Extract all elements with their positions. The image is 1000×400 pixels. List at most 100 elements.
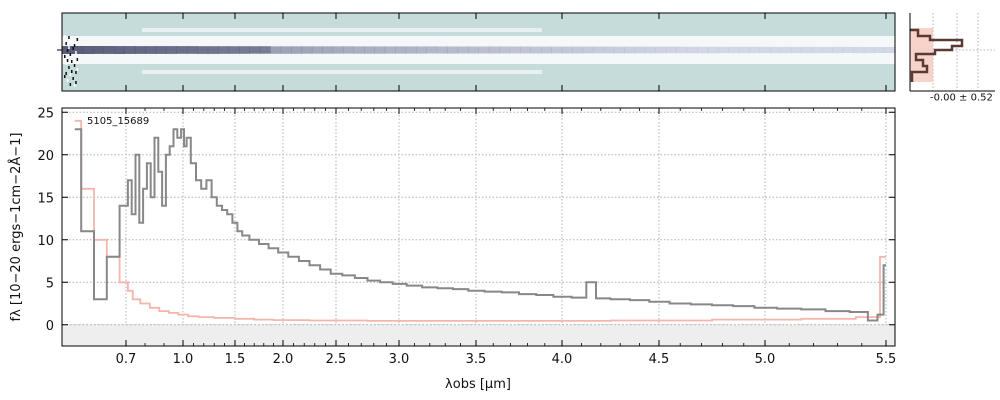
noise-pixel <box>68 46 70 49</box>
x-tick-label: 5.0 <box>755 352 776 367</box>
noise-pixel <box>71 70 73 73</box>
noise-pixel <box>65 42 67 45</box>
noise-pixel <box>65 62 67 65</box>
trace-column <box>353 46 365 54</box>
trace-column <box>551 46 563 54</box>
trace-column <box>103 46 115 54</box>
trace-column <box>863 47 875 54</box>
trace-column <box>655 46 667 54</box>
plot-area <box>62 108 895 346</box>
x-tick-label: 3.0 <box>389 352 410 367</box>
trace-column <box>93 46 105 54</box>
x-axis-label: λobs [μm] <box>445 377 511 392</box>
trace-column <box>478 46 490 54</box>
trace-column <box>82 46 94 54</box>
x-tick-label: 4.5 <box>649 352 670 367</box>
y-tick-label: 10 <box>37 234 54 249</box>
trace-column <box>311 46 323 54</box>
sky-band <box>142 70 542 74</box>
trace-column <box>520 46 531 54</box>
trace-column <box>332 46 344 54</box>
trace-column <box>665 46 677 54</box>
noise-pixel <box>76 38 79 41</box>
trace-column <box>124 46 136 54</box>
trace-column <box>780 46 792 54</box>
noise-pixel <box>75 71 77 74</box>
trace-column <box>582 46 594 54</box>
noise-pixel <box>69 53 72 56</box>
trace-column <box>853 47 865 54</box>
noise-pixel <box>64 35 66 38</box>
noise-pixel <box>71 60 73 63</box>
trace-column <box>114 46 125 54</box>
trace-column <box>790 46 802 54</box>
spectrum-2d-ticks <box>57 13 887 91</box>
trace-column <box>811 46 823 54</box>
plot-ticks <box>61 108 895 346</box>
noise-pixel <box>72 47 74 50</box>
trace-column <box>634 46 646 54</box>
trace-column <box>593 46 604 54</box>
noise-pixel <box>73 64 76 67</box>
trace-column <box>874 47 886 53</box>
trace-column <box>259 46 271 54</box>
trace-column <box>426 46 438 54</box>
plot-frame <box>61 107 896 347</box>
x-tick-label: 2.5 <box>326 352 347 367</box>
profile-histogram <box>910 28 964 82</box>
x-tick-label: 3.5 <box>466 352 487 367</box>
trace-column <box>405 46 417 54</box>
trace-column <box>832 46 844 54</box>
y-tick-label: 15 <box>37 191 54 206</box>
trace-column <box>436 46 448 54</box>
noise-pixel <box>71 40 73 43</box>
x-tick-label: 2.0 <box>273 352 294 367</box>
y-tick-label: 5 <box>46 276 54 291</box>
trace-column <box>343 46 354 54</box>
trace-column <box>759 46 771 54</box>
trace-column <box>280 46 292 54</box>
trace-column <box>541 46 552 54</box>
spectrum-2d-frame <box>61 12 896 92</box>
profile-stat-label: -0.00 ± 0.52 <box>930 92 993 103</box>
noise-pixel <box>69 73 72 76</box>
trace-column <box>134 46 146 54</box>
series-error <box>74 119 886 322</box>
x-tick-label: 4.0 <box>552 352 573 367</box>
y-axis-label: fλ [10−20 ergs−1cm−2Å−1] <box>8 133 24 322</box>
trace-column <box>624 46 636 54</box>
trace-column <box>718 46 729 54</box>
trace-column <box>322 46 334 54</box>
y-tick-label: 20 <box>37 149 54 164</box>
trace-column <box>364 46 375 54</box>
trace-column <box>561 46 573 54</box>
x-tick-label: 1.0 <box>173 352 194 367</box>
noise-pixel <box>68 66 70 69</box>
trace-column <box>270 46 282 54</box>
trace-column <box>228 46 240 54</box>
trace-column <box>457 46 469 54</box>
trace-column <box>499 46 511 54</box>
trace-column <box>447 46 459 54</box>
x-tick-label: 1.5 <box>225 352 246 367</box>
noise-pixel <box>76 58 79 61</box>
trace-column <box>416 46 427 54</box>
noise-pixel <box>68 36 70 39</box>
trace-column <box>488 46 500 54</box>
profile-panel: -0.00 ± 0.52 <box>909 13 995 103</box>
trace-column <box>822 46 833 54</box>
trace-column <box>72 46 84 54</box>
spectrum-2d-trace <box>62 28 896 87</box>
noise-pixel <box>66 49 69 52</box>
noise-pixel <box>66 59 69 62</box>
noise-pixel <box>75 51 77 54</box>
trace-column <box>218 46 230 54</box>
noise-pixel <box>76 68 79 71</box>
trace-column <box>697 46 709 54</box>
trace-column <box>884 47 896 53</box>
trace-column <box>145 46 157 54</box>
noise-pixel <box>69 83 72 86</box>
trace-column <box>801 46 813 54</box>
trace-column <box>186 46 198 54</box>
